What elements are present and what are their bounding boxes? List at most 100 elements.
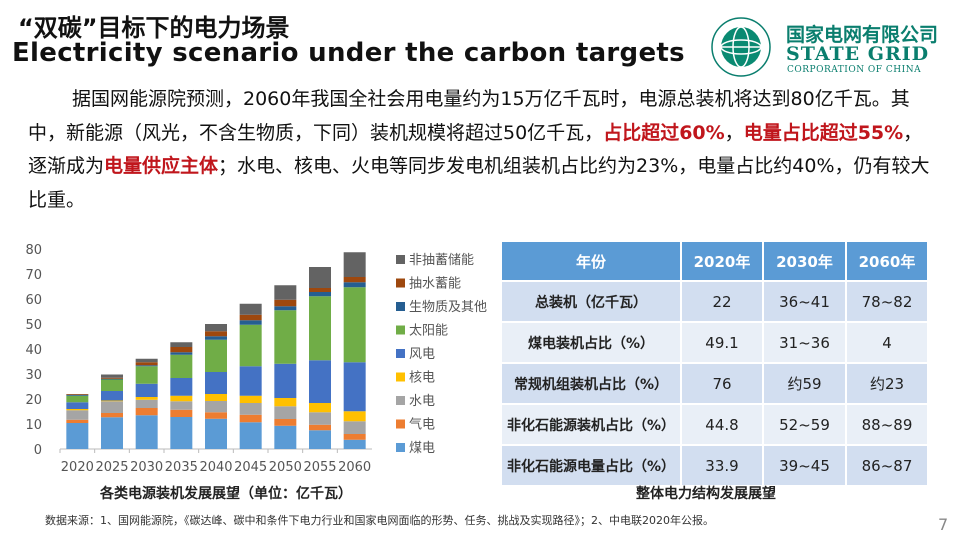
table-cell: 76 — [680, 362, 764, 405]
legend-swatch — [396, 419, 405, 429]
bar-segment — [170, 354, 193, 378]
table-cell: 22 — [680, 280, 764, 323]
bar-segment — [170, 347, 193, 353]
legend-swatch — [396, 255, 405, 264]
legend-swatch — [396, 349, 405, 358]
bar-segment — [309, 360, 331, 403]
table-cell: 约23 — [845, 362, 929, 405]
bar-segment — [309, 430, 331, 449]
bar-segment — [205, 372, 227, 394]
data-source-note: 数据来源：1、国网能源院，《碳达峰、碳中和条件下电力行业和国家电网面临的形势、任… — [45, 514, 714, 527]
table-caption: 整体电力结构发展展望 — [636, 486, 776, 502]
bar-segment — [205, 324, 227, 332]
x-tick-label: 2040 — [199, 460, 232, 475]
table-cell: 36~41 — [762, 280, 847, 323]
bar-segment — [170, 342, 193, 347]
table-cell: 约59 — [762, 362, 847, 405]
table-header-row: 年份 2020年 2030年 2060年 — [500, 240, 929, 282]
x-tick-label: 2045 — [234, 460, 267, 475]
bar-segment — [205, 401, 227, 413]
header-2030: 2030年 — [762, 240, 847, 282]
bar-segment — [239, 422, 262, 449]
x-tick-label: 2035 — [165, 460, 198, 475]
logo-english-text: STATE GRID — [786, 43, 930, 65]
y-tick-label: 50 — [25, 318, 42, 333]
bar-segment — [205, 394, 227, 401]
y-tick-label: 60 — [25, 293, 42, 308]
header-year: 年份 — [500, 240, 682, 282]
bar-segment — [274, 425, 297, 449]
x-tick-label: 2050 — [269, 460, 302, 475]
bar-segment — [343, 277, 366, 283]
legend-label: 非抽蓄储能 — [409, 253, 474, 268]
bar-segment — [309, 403, 331, 413]
title-english: Electricity scenario under the carbon ta… — [12, 38, 685, 68]
y-tick-label: 10 — [25, 418, 42, 433]
table-cell: 88~89 — [845, 403, 929, 446]
bar-segment — [101, 374, 123, 378]
logo-subtitle: CORPORATION OF CHINA — [787, 65, 922, 75]
x-tick-label: 2020 — [61, 460, 94, 475]
bar-segment — [343, 421, 366, 434]
power-structure-table: 年份 2020年 2030年 2060年 总装机（亿千瓦） 22 36~41 78~8… — [500, 240, 929, 487]
y-tick-label: 0 — [34, 443, 42, 458]
bar-segment — [66, 395, 89, 403]
bar-segment — [101, 378, 123, 380]
legend-swatch — [396, 372, 405, 382]
bar-segment — [309, 292, 331, 297]
row-label: 非化石能源电量占比（%） — [500, 444, 682, 487]
bar-segment — [274, 310, 297, 364]
bar-segment — [101, 413, 123, 418]
table-row: 非化石能源装机占比（%） 44.8 52~59 88~89 — [500, 403, 929, 446]
bar-segment — [239, 414, 262, 423]
x-tick-label: 2030 — [130, 460, 163, 475]
table-cell: 33.9 — [680, 444, 764, 487]
table-cell: 39~45 — [762, 444, 847, 487]
bar-segment — [274, 299, 297, 307]
bar-segment — [135, 415, 158, 449]
bar-segment — [343, 252, 366, 277]
bar-segment — [205, 418, 227, 449]
y-tick-label: 40 — [25, 343, 42, 358]
row-label: 常规机组装机占比（%） — [500, 362, 682, 405]
bar-segment — [66, 409, 89, 411]
table-cell: 52~59 — [762, 403, 847, 446]
state-grid-emblem-icon — [711, 17, 771, 77]
bar-segment — [66, 394, 89, 395]
bar-segment — [101, 391, 123, 401]
bar-segment — [66, 419, 89, 423]
bar-segment — [274, 285, 297, 300]
bar-segment — [309, 267, 331, 288]
row-label: 非化石能源装机占比（%） — [500, 403, 682, 446]
bar-segment — [170, 409, 193, 417]
bar-segment — [135, 362, 158, 366]
bar-segment — [135, 383, 158, 397]
y-tick-label: 80 — [25, 243, 42, 258]
paragraph-text: ，逐渐成为 — [28, 121, 923, 178]
bar-segment — [101, 400, 123, 402]
paragraph-text: ；水电、核电、火电等同步发电机组装机占比约为23%，电量占比约40%，仍有较大比… — [28, 155, 930, 211]
title-chinese: “双碳”目标下的电力场景 — [18, 14, 290, 42]
table-cell: 86~87 — [845, 444, 929, 487]
table-cell: 31~36 — [762, 321, 847, 364]
bar-segment — [205, 339, 227, 372]
table-row: 总装机（亿千瓦） 22 36~41 78~82 — [500, 280, 929, 323]
bar-segment — [309, 424, 331, 431]
bar-segment — [135, 366, 158, 384]
legend-label: 水电 — [409, 394, 435, 409]
table-row: 煤电装机占比（%） 49.1 31~36 4 — [500, 321, 929, 364]
bar-segment — [101, 417, 123, 449]
intro-paragraph: 据国网能源院预测，2060年我国全社会用电量约为15万亿千瓦时，电源总装机将达到… — [28, 83, 938, 217]
paragraph-text: ， — [724, 121, 744, 144]
row-label: 总装机（亿千瓦） — [500, 280, 682, 323]
legend-label: 风电 — [409, 347, 435, 362]
bar-segment — [135, 365, 158, 367]
x-tick-label: 2055 — [303, 460, 336, 475]
bar-segment — [309, 412, 331, 425]
highlight-share: 占比超过60% — [603, 121, 725, 144]
bar-segment — [274, 406, 297, 419]
legend-swatch — [396, 396, 405, 405]
bar-segment — [205, 336, 227, 340]
table-cell: 4 — [845, 321, 929, 364]
bar-segment — [309, 288, 331, 292]
